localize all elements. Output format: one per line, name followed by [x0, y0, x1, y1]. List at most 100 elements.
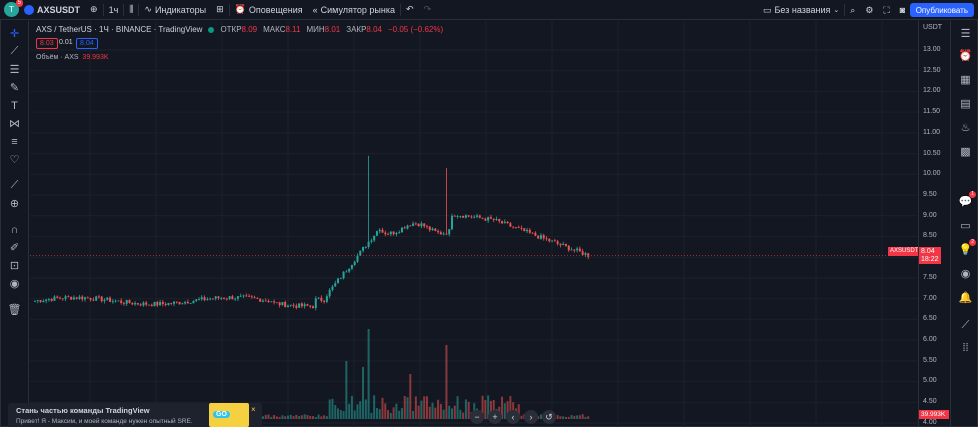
candle-body — [209, 298, 212, 300]
lock-icon[interactable]: ⊡ — [9, 260, 20, 272]
interval-button[interactable]: 1ч — [108, 4, 119, 15]
trend-line-icon[interactable]: ⟋ — [10, 45, 19, 57]
candle-body — [228, 296, 231, 299]
zoom-icon[interactable]: ⊕ — [9, 198, 20, 210]
publish-button[interactable]: Опубликовать — [909, 3, 974, 17]
candle-body — [234, 298, 237, 300]
candle-body — [423, 223, 426, 227]
apps-icon[interactable]: ⁞⁞ — [962, 341, 969, 354]
candle-body — [147, 304, 150, 306]
candle-body — [200, 297, 203, 300]
candle-body — [584, 253, 587, 255]
lock-drawing-icon[interactable]: ✐ — [9, 242, 20, 254]
candle-body — [120, 300, 123, 303]
replay-button[interactable]: « Симулятор рынка — [312, 4, 396, 15]
indicators-icon: ∿ — [144, 4, 152, 14]
magnet-icon[interactable]: ∩ — [10, 223, 19, 236]
favorite-icon[interactable]: ♡ — [9, 154, 20, 166]
chart-type-button[interactable]: ⫼ — [124, 0, 138, 20]
sell-price-box[interactable]: 8.03 — [36, 38, 58, 49]
indicators-button[interactable]: ∿ Индикаторы — [144, 4, 207, 15]
buy-price-box[interactable]: 8.04 — [76, 38, 98, 49]
chats-icon[interactable]: ▭ — [960, 220, 971, 232]
ruler-icon[interactable]: ⟋ — [10, 179, 19, 191]
screenshot-button[interactable]: ◙ — [895, 0, 910, 20]
price-tick: 5.50 — [923, 356, 937, 364]
scroll-left-button[interactable]: ‹ — [506, 410, 520, 424]
avatar[interactable]: Т 5 — [4, 0, 23, 17]
price-scale[interactable]: USDT 13.00 12.50 12.00 11.50 11.00 10.50 10.00… — [918, 21, 949, 427]
candle-body — [528, 229, 531, 233]
compare-button[interactable]: ⊕ — [85, 0, 103, 20]
candle-body — [306, 304, 309, 306]
brush-icon[interactable]: ✎ — [9, 82, 20, 94]
text-icon[interactable]: T — [11, 99, 18, 112]
quick-search-button[interactable]: ⌕ — [845, 0, 860, 20]
calendar-icon[interactable]: ▩ — [960, 146, 971, 158]
undo-button[interactable]: ↶ — [401, 0, 419, 20]
candle-body — [501, 221, 504, 224]
alerts-button[interactable]: ⏰ Оповещения — [234, 4, 303, 15]
price-tick: 7.00 — [923, 294, 937, 302]
price-tick: 12.50 — [923, 66, 941, 74]
layout-icon: ▭ — [763, 4, 772, 15]
fullscreen-button[interactable]: ⛶ — [878, 0, 894, 20]
candle-body — [259, 298, 262, 302]
crosshair-icon[interactable]: ✛ — [9, 28, 20, 40]
candle-body — [59, 297, 62, 299]
volume-bar — [359, 401, 362, 419]
divider — [138, 3, 140, 16]
candle-body — [186, 301, 189, 304]
idea-streams-icon[interactable]: 💡 2 — [958, 239, 976, 256]
alerts-icon[interactable]: ⏰ — [958, 50, 973, 62]
candle-body — [78, 296, 81, 299]
scroll-right-button[interactable]: › — [524, 410, 538, 424]
watchlist-icon[interactable]: ☰ — [960, 28, 971, 40]
reset-chart-button[interactable]: ↺ — [542, 410, 556, 424]
chart-pane[interactable]: AXS / TetherUS · 1Ч · BINANCE · TradingV… — [30, 21, 918, 427]
avatar-badge: 5 — [15, 0, 23, 7]
chart-navigation: − + ‹ › ↺ — [470, 410, 556, 424]
volume-bar — [537, 416, 540, 419]
zoom-in-button[interactable]: + — [488, 410, 502, 424]
candle-body — [298, 303, 301, 308]
pattern-icon[interactable]: ⋈ — [9, 118, 20, 130]
volume-bar — [506, 401, 509, 419]
candle-body — [412, 223, 415, 226]
eye-icon[interactable]: ◉ — [9, 278, 20, 290]
ideas-icon[interactable]: 💬 1 — [958, 191, 976, 208]
candle-body — [387, 234, 390, 235]
live-icon[interactable]: ◉ — [960, 268, 971, 280]
candle-body — [253, 297, 256, 299]
candle-body — [314, 298, 317, 309]
candle-body — [439, 232, 442, 235]
volume-bar — [501, 396, 504, 419]
layout-menu-button[interactable]: ▭ Без названия ⌄ — [763, 4, 840, 16]
promo-card[interactable]: Стань частью команды TradingView Привет!… — [8, 403, 262, 427]
trash-icon[interactable]: 🗑 — [7, 304, 22, 316]
templates-button[interactable]: ⊞ — [211, 0, 229, 20]
candle-body — [350, 264, 353, 269]
news-icon[interactable]: ▤ — [960, 98, 971, 110]
candle-body — [181, 303, 184, 305]
gear-icon: ⚙ — [865, 4, 874, 15]
candle-body — [278, 302, 281, 306]
candle-body — [514, 227, 517, 229]
settings-button[interactable]: ⚙ — [860, 0, 878, 20]
volume-bar — [328, 399, 331, 419]
fib-icon[interactable]: ☰ — [9, 64, 20, 76]
zoom-out-button[interactable]: − — [470, 410, 484, 424]
data-window-icon[interactable]: ▦ — [960, 74, 971, 86]
redo-button[interactable]: ↷ — [419, 0, 437, 20]
close-icon[interactable]: × — [251, 405, 256, 414]
candle-body — [517, 227, 520, 229]
candle-body — [95, 296, 98, 301]
volume-bar — [434, 407, 437, 419]
symbol-search-button[interactable]: AXSUSDT — [19, 0, 85, 20]
notifications-icon[interactable]: 🔔 — [958, 292, 973, 304]
hotlist-icon[interactable]: ♨ — [960, 122, 971, 134]
trading-panel-icon[interactable]: ⟋ — [961, 319, 970, 331]
candlestick-chart[interactable] — [30, 21, 918, 427]
candle-body — [67, 296, 70, 298]
prediction-icon[interactable]: ≡ — [11, 135, 18, 148]
